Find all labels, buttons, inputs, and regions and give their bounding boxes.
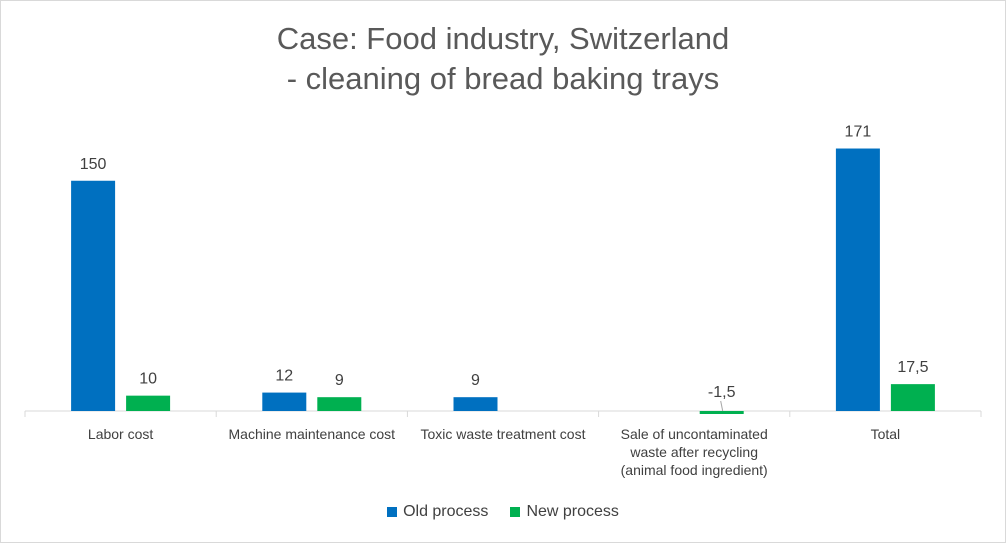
bar-old-process-2	[453, 397, 498, 411]
category-label-total: Total	[870, 426, 901, 442]
category-label-toxic-waste: Toxic waste treatment cost	[420, 426, 586, 442]
data-label-new-process-3: -1,5	[708, 384, 736, 401]
data-label-new-process-1: 9	[335, 372, 344, 389]
chart-title: Case: Food industry, Switzerland - clean…	[1, 19, 1005, 99]
category-label-machine-maintenance: Machine maintenance cost	[228, 426, 396, 442]
chart-title-line-2: - cleaning of bread baking trays	[286, 61, 720, 96]
bar-old-process-0	[71, 180, 116, 411]
data-label-old-process-4: 171	[845, 124, 872, 141]
bar-old-process-1	[262, 392, 307, 411]
data-label-new-process-4: 17,5	[897, 359, 928, 376]
bar-new-process-1	[317, 397, 362, 411]
chart-legend: Old process New process	[1, 503, 1005, 521]
data-label-leader-line	[720, 400, 724, 412]
bar-new-process-0	[126, 395, 171, 411]
category-label-labor-cost: Labor cost	[87, 426, 154, 442]
bar-old-process-4	[835, 148, 880, 411]
legend-swatch-old-process	[387, 507, 398, 517]
chart-title-line-1: Case: Food industry, Switzerland	[276, 21, 730, 56]
bar-new-process-3	[699, 411, 744, 414]
legend-label-old-process: Old process	[403, 503, 489, 520]
data-label-old-process-2: 9	[471, 372, 480, 389]
data-label-old-process-0: 150	[80, 156, 107, 173]
data-label-old-process-1: 12	[275, 368, 293, 385]
category-label-sale-of-waste: Sale of uncontaminated waste after recyc…	[620, 426, 768, 478]
legend-label-new-process: New process	[526, 503, 619, 520]
legend-swatch-new-process	[510, 507, 521, 517]
legend-item-old-process: Old process	[387, 503, 488, 521]
legend-item-new-process: New process	[510, 503, 619, 521]
data-label-new-process-0: 10	[139, 371, 157, 388]
bar-new-process-4	[890, 384, 935, 411]
